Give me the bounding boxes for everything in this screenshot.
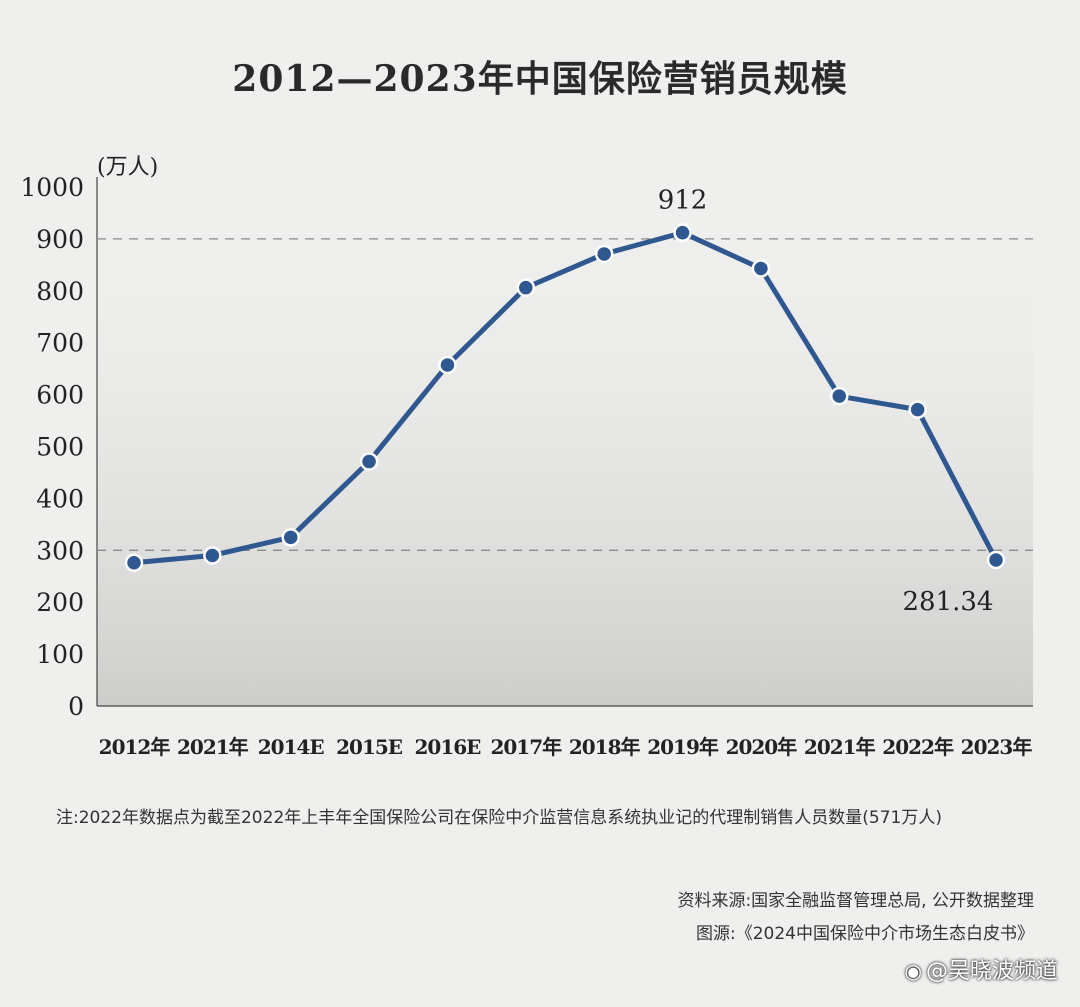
data-point: [124, 553, 144, 573]
image-source: 图源:《2024中国保险中介市场生态白皮书》: [696, 924, 1034, 944]
y-tick-label: 300: [36, 536, 84, 565]
y-tick-label: 500: [36, 433, 84, 462]
plot-area: [97, 187, 1033, 706]
data-point: [673, 223, 692, 242]
weibo-icon: ◉: [904, 959, 922, 983]
data-point: [438, 355, 457, 375]
chart-title: 2012—2023年中国保险营销员规模: [232, 58, 848, 100]
x-tick-label: 2016E: [414, 735, 481, 759]
y-tick-label: 200: [36, 588, 84, 617]
y-axis-unit: (万人): [97, 155, 158, 180]
x-tick-label: 2012年: [99, 735, 171, 759]
data-point: [594, 244, 614, 264]
data-source: 资料来源:国家全融监督管理总局, 公开数据整理: [677, 891, 1034, 911]
data-point: [751, 259, 771, 278]
x-tick-label: 2022年: [882, 735, 954, 759]
data-point: [359, 452, 379, 471]
x-tick-label: 2014E: [258, 735, 325, 759]
line-chart: (万人) 0 100 200 300 400 500 600 700 800 900 1000 2012…: [20, 155, 1033, 759]
y-tick-label: 1000: [20, 173, 84, 202]
y-tick-label: 800: [36, 277, 84, 306]
x-tick-label: 2019年: [647, 735, 719, 759]
footnote: 注:2022年数据点为截至2022年上丰年全国保险公司在保险中介监营信息系统执业…: [56, 808, 942, 828]
data-label: 281.34: [903, 587, 994, 617]
x-tick-label: 2015E: [336, 735, 403, 759]
data-point: [830, 386, 849, 406]
y-tick-label: 100: [36, 640, 84, 669]
x-tick-label: 2018年: [569, 735, 641, 759]
y-tick-label: 0: [68, 692, 84, 721]
y-tick-label: 400: [36, 484, 84, 513]
data-label: 912: [658, 186, 708, 216]
x-tick-label: 2023年: [961, 735, 1033, 759]
data-point: [516, 278, 536, 297]
y-tick-label: 600: [36, 381, 84, 410]
x-tick-label: 2017年: [490, 735, 562, 759]
watermark-text: @吴晓波频道: [925, 959, 1058, 984]
x-tick-label: 2020年: [726, 735, 798, 759]
x-tick-label: 2021年: [804, 735, 876, 759]
series-line: [131, 230, 999, 566]
y-tick-label: 900: [36, 225, 84, 254]
data-point: [203, 546, 222, 565]
x-tick-label: 2021年: [177, 735, 249, 759]
y-tick-label: 700: [36, 329, 84, 358]
data-point: [281, 528, 300, 547]
data-point: [908, 400, 927, 419]
data-point: [986, 550, 1006, 570]
watermark: ◉ @吴晓波频道: [905, 953, 1058, 985]
